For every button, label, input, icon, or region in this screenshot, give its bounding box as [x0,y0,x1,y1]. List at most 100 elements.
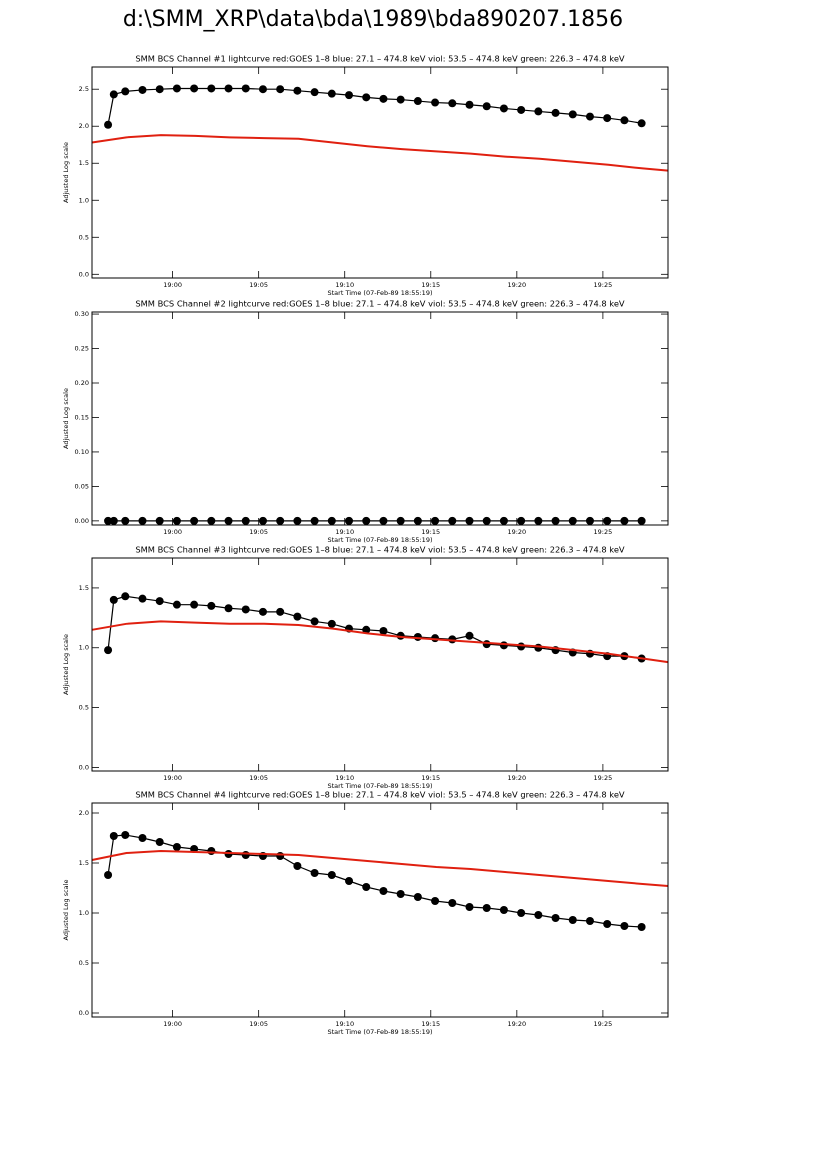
x-axis-label: Start Time (07-Feb-89 18:55:19) [328,1028,433,1036]
panel-title: SMM BCS Channel #4 lightcurve red:GOES 1… [135,790,625,800]
y-tick-label: 0.0 [79,270,89,278]
data-point [172,600,181,609]
x-axis-label: Start Time (07-Feb-89 18:55:19) [328,289,433,297]
y-tick-label: 1.0 [79,909,89,917]
y-tick-label: 0.5 [79,704,89,712]
data-point [241,851,250,859]
y-tick-label: 0.30 [75,310,89,318]
x-tick-label: 19:20 [507,774,526,782]
data-point [121,87,130,96]
data-point [276,85,285,94]
page-title: d:\SMM_XRP\data\bda\1989\bda890207.1856 [123,7,623,32]
data-point [396,95,405,104]
data-point [345,91,354,100]
y-tick-label: 1.5 [79,859,89,867]
data-point [310,617,319,626]
data-point [276,607,285,616]
data-point [172,843,181,851]
data-point [499,641,508,650]
data-point [172,516,181,525]
data-point [362,93,371,102]
data-point [109,516,118,525]
data-point [431,98,440,107]
y-tick-label: 1.5 [79,584,89,592]
x-tick-label: 19:15 [421,1020,440,1028]
x-tick-label: 19:00 [163,281,182,289]
data-point [241,84,250,93]
y-tick-label: 0.15 [75,413,89,421]
data-point [379,516,388,525]
data-point [431,897,440,905]
data-point [517,516,526,525]
data-point [620,116,629,125]
data-point [138,834,147,842]
y-tick-label: 0.20 [75,379,89,387]
data-point [258,516,267,525]
data-point [551,516,560,525]
data-point [637,923,646,931]
data-point [362,516,371,525]
y-axis-label: Adjusted Log scale [62,880,70,941]
y-tick-label: 1.0 [79,644,89,652]
data-point [465,903,474,911]
data-point [138,594,147,603]
x-tick-label: 19:25 [594,774,613,782]
data-point [258,607,267,616]
x-tick-label: 19:25 [594,281,613,289]
data-point [138,85,147,94]
panel-title: SMM BCS Channel #2 lightcurve red:GOES 1… [135,299,625,309]
data-point [585,917,594,925]
data-point [499,906,508,914]
data-point [138,516,147,525]
data-point [276,516,285,525]
data-point [568,516,577,525]
data-point [155,85,164,94]
data-point [620,922,629,930]
y-tick-label: 0.5 [79,233,89,241]
data-point [620,516,629,525]
y-tick-label: 2.0 [79,122,89,130]
y-tick-label: 0.25 [75,345,89,353]
data-point [534,643,543,652]
data-point [603,516,612,525]
x-tick-label: 19:10 [335,528,354,536]
data-point [345,877,354,885]
panel-title: SMM BCS Channel #3 lightcurve red:GOES 1… [135,545,625,555]
data-point [109,90,118,99]
data-point [413,97,422,106]
data-point [396,516,405,525]
data-point [310,88,319,97]
x-tick-label: 19:25 [594,528,613,536]
data-point [465,516,474,525]
data-point [534,516,543,525]
data-point [121,592,130,601]
plot-frame [91,66,669,279]
data-point [327,619,336,628]
data-point [465,100,474,109]
data-point [293,612,302,621]
data-point [345,516,354,525]
y-tick-label: 0.0 [79,763,89,771]
data-point [482,516,491,525]
data-point [121,831,130,839]
x-tick-label: 19:15 [421,774,440,782]
y-tick-label: 0.0 [79,1009,89,1017]
plot-area [91,831,669,931]
x-tick-label: 19:10 [335,1020,354,1028]
data-point [104,120,113,129]
y-tick-label: 0.10 [75,448,89,456]
data-point [499,516,508,525]
panel: SMM BCS Channel #3 lightcurve red:GOES 1… [62,545,669,790]
data-point [431,516,440,525]
panel-title: SMM BCS Channel #1 lightcurve red:GOES 1… [135,54,625,64]
x-tick-label: 19:15 [421,281,440,289]
data-point [155,838,164,846]
data-point [517,105,526,114]
y-axis-label: Adjusted Log scale [62,142,70,203]
data-point [109,595,118,604]
data-point [568,110,577,119]
data-point [551,108,560,117]
data-point [190,600,199,609]
